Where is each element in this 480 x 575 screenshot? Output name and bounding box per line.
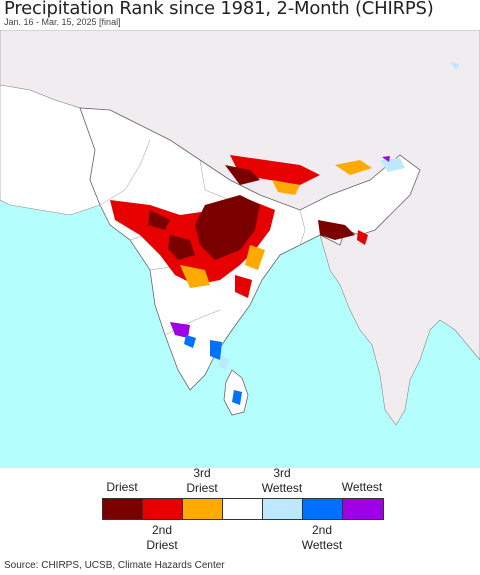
- legend-swatch-2nd-driest: [143, 499, 183, 519]
- legend-label-3rd-wettest: 3rd Wettest: [261, 466, 303, 495]
- legend-swatch-3rd-wettest: [263, 499, 303, 519]
- legend-label-2nd-driest: 2nd Driest: [146, 523, 178, 552]
- map-title: Precipitation Rank since 1981, 2-Month (…: [4, 0, 434, 19]
- dry-anomaly-areas: [110, 155, 372, 298]
- legend-swatch-driest: [103, 499, 143, 519]
- legend-swatch-3rd-driest: [183, 499, 223, 519]
- legend-label-3rd-driest: 3rd Driest: [186, 466, 218, 495]
- precipitation-map: [0, 30, 480, 468]
- legend-swatch-2nd-wettest: [303, 499, 343, 519]
- legend-swatch-wettest: [343, 499, 383, 519]
- source-credit: Source: CHIRPS, UCSB, Climate Hazards Ce…: [4, 560, 225, 571]
- map-subtitle: Jan. 16 - Mar. 15, 2025 [final]: [4, 17, 121, 27]
- legend-label-2nd-wettest: 2nd Wettest: [301, 523, 343, 552]
- wet-anomaly-areas: [170, 62, 460, 405]
- legend-label-wettest: Wettest: [341, 480, 383, 494]
- legend-swatch-normal: [223, 499, 263, 519]
- legend-swatches: [102, 498, 384, 520]
- legend-label-driest: Driest: [106, 480, 138, 494]
